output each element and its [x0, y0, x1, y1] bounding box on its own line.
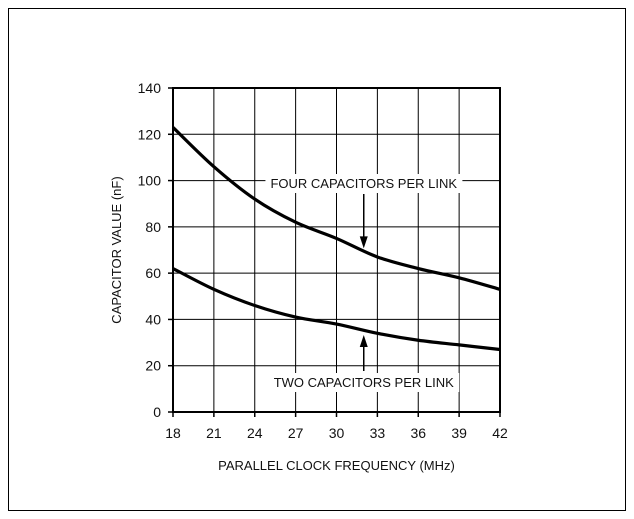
x-tick-label: 39 — [451, 425, 467, 441]
series-line-0 — [171, 126, 501, 291]
annotation-label-two-capacitors: TWO CAPACITORS PER LINK — [274, 375, 454, 390]
annotation-label-background — [265, 174, 463, 193]
y-tick-label: 40 — [145, 311, 161, 327]
x-tick-label: 36 — [410, 425, 426, 441]
y-tick-label: 0 — [153, 404, 161, 420]
series-layer — [171, 126, 501, 352]
x-tick-label: 27 — [288, 425, 304, 441]
annotation-layer: FOUR CAPACITORS PER LINK TWO CAPACITORS P… — [265, 174, 463, 392]
y-tick-label: 100 — [138, 173, 162, 189]
y-tick-label: 60 — [145, 265, 161, 281]
x-tick-label: 33 — [370, 425, 386, 441]
grid-layer — [173, 88, 500, 412]
y-tick-label: 20 — [145, 358, 161, 374]
x-tick-label: 21 — [206, 425, 222, 441]
annotation-label-four-capacitors: FOUR CAPACITORS PER LINK — [270, 176, 457, 191]
x-axis-title: PARALLEL CLOCK FREQUENCY (MHz) — [218, 458, 455, 473]
x-tick-label: 42 — [492, 425, 508, 441]
y-axis-title: CAPACITOR VALUE (nF) — [109, 176, 124, 323]
annotation-arrow-head — [359, 236, 368, 249]
y-tick-label: 120 — [138, 126, 162, 142]
x-tick-label: 18 — [165, 425, 181, 441]
x-tick-label: 30 — [329, 425, 345, 441]
x-tick-label: 24 — [247, 425, 263, 441]
y-tick-label: 140 — [138, 80, 162, 96]
figure-frame — [8, 8, 626, 511]
tick-layer: 18 21 24 27 30 33 36 39 42 0 20 40 60 80 100 120 140 — [138, 80, 508, 441]
series-line-1 — [172, 267, 501, 352]
annotation-arrow-head — [359, 335, 368, 347]
annotation-label-background — [268, 373, 460, 392]
y-tick-label: 80 — [145, 219, 161, 235]
